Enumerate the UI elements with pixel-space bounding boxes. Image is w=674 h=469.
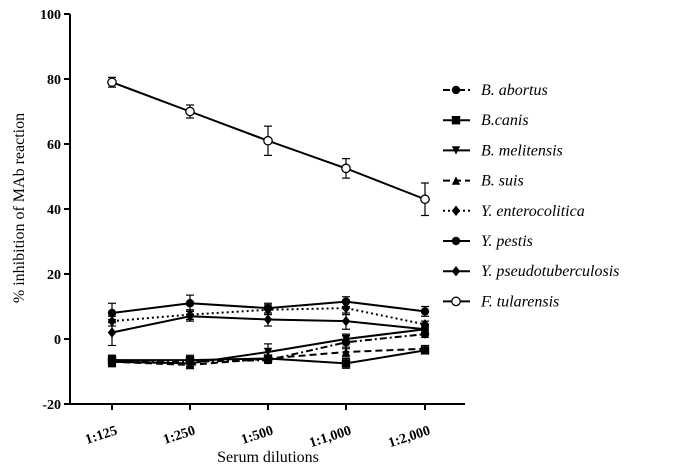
y-tick-label: -20 bbox=[42, 398, 61, 413]
x-axis-title: Serum dilutions bbox=[217, 449, 319, 466]
legend-label: B. melitensis bbox=[481, 142, 563, 159]
legend-marker bbox=[451, 85, 461, 95]
x-tick-label: 1:1,000 bbox=[308, 424, 354, 452]
data-point bbox=[341, 163, 351, 174]
data-point bbox=[263, 314, 273, 325]
legend-entry-0: B. abortus bbox=[443, 82, 548, 99]
legend-marker bbox=[451, 205, 461, 216]
data-point bbox=[263, 135, 273, 146]
series-6 bbox=[107, 310, 430, 347]
data-point bbox=[341, 334, 351, 344]
data-point bbox=[185, 360, 195, 370]
legend-entry-1: B.canis bbox=[443, 112, 529, 129]
x-tick-label: 1:250 bbox=[162, 424, 198, 448]
y-tick-label: 100 bbox=[40, 8, 61, 23]
data-point bbox=[185, 106, 195, 117]
y-axis-title: % inhibition of MAb reaction bbox=[11, 113, 28, 303]
legend-label: Y. pseudotuberculosis bbox=[481, 263, 619, 280]
legend-marker bbox=[451, 266, 461, 277]
data-point bbox=[341, 297, 351, 306]
legend: B. abortus B.canis B. melitensis B. suis Y. … bbox=[443, 82, 619, 310]
data-point bbox=[185, 299, 195, 308]
legend-entry-6: Y. pseudotuberculosis bbox=[443, 263, 619, 280]
x-tick-label: 1:500 bbox=[240, 424, 276, 448]
data-point bbox=[341, 302, 351, 314]
legend-marker bbox=[451, 236, 461, 246]
data-point bbox=[341, 359, 351, 368]
data-point bbox=[420, 194, 430, 205]
legend-entry-4: Y. enterocolitica bbox=[443, 203, 585, 220]
data-point bbox=[185, 311, 195, 322]
series-5 bbox=[107, 294, 430, 324]
legend-entry-2: B. melitensis bbox=[443, 142, 563, 159]
plot-area bbox=[107, 76, 430, 370]
legend-marker bbox=[451, 176, 461, 185]
data-point bbox=[341, 315, 351, 327]
y-tick-label: 40 bbox=[47, 203, 61, 218]
data-point bbox=[107, 327, 117, 338]
legend-marker bbox=[451, 296, 461, 307]
axes: -20 0 20 40 60 80 100 1:125 1:250 1:500 1:1,000 1:2… bbox=[40, 8, 465, 451]
legend-entry-5: Y. pestis bbox=[443, 233, 533, 250]
legend-marker bbox=[451, 146, 461, 155]
legend-marker bbox=[451, 116, 461, 125]
legend-label: Y. pestis bbox=[481, 233, 533, 250]
y-tick-label: 20 bbox=[47, 268, 61, 283]
legend-label: B. suis bbox=[481, 173, 524, 190]
legend-entry-3: B. suis bbox=[443, 173, 524, 190]
y-tick-label: 80 bbox=[47, 73, 61, 88]
legend-label: B.canis bbox=[481, 112, 529, 129]
series-3 bbox=[107, 344, 430, 370]
y-tick-label: 60 bbox=[47, 138, 61, 153]
legend-entry-7: F. tularensis bbox=[443, 293, 559, 310]
series-7 bbox=[107, 76, 430, 217]
data-point bbox=[263, 354, 273, 363]
legend-label: B. abortus bbox=[481, 82, 548, 99]
x-tick-label: 1:2,000 bbox=[387, 424, 433, 452]
data-point bbox=[107, 77, 117, 88]
data-point bbox=[107, 308, 117, 318]
legend-label: F. tularensis bbox=[480, 293, 559, 310]
data-point bbox=[263, 303, 273, 313]
data-point bbox=[420, 344, 430, 353]
data-point bbox=[420, 307, 430, 316]
legend-label: Y. enterocolitica bbox=[481, 203, 585, 220]
data-point bbox=[263, 347, 273, 357]
x-tick-label: 1:125 bbox=[84, 424, 120, 448]
data-point bbox=[420, 324, 430, 335]
data-point bbox=[341, 347, 351, 357]
y-tick-label: 0 bbox=[54, 333, 61, 348]
data-point bbox=[107, 357, 117, 366]
